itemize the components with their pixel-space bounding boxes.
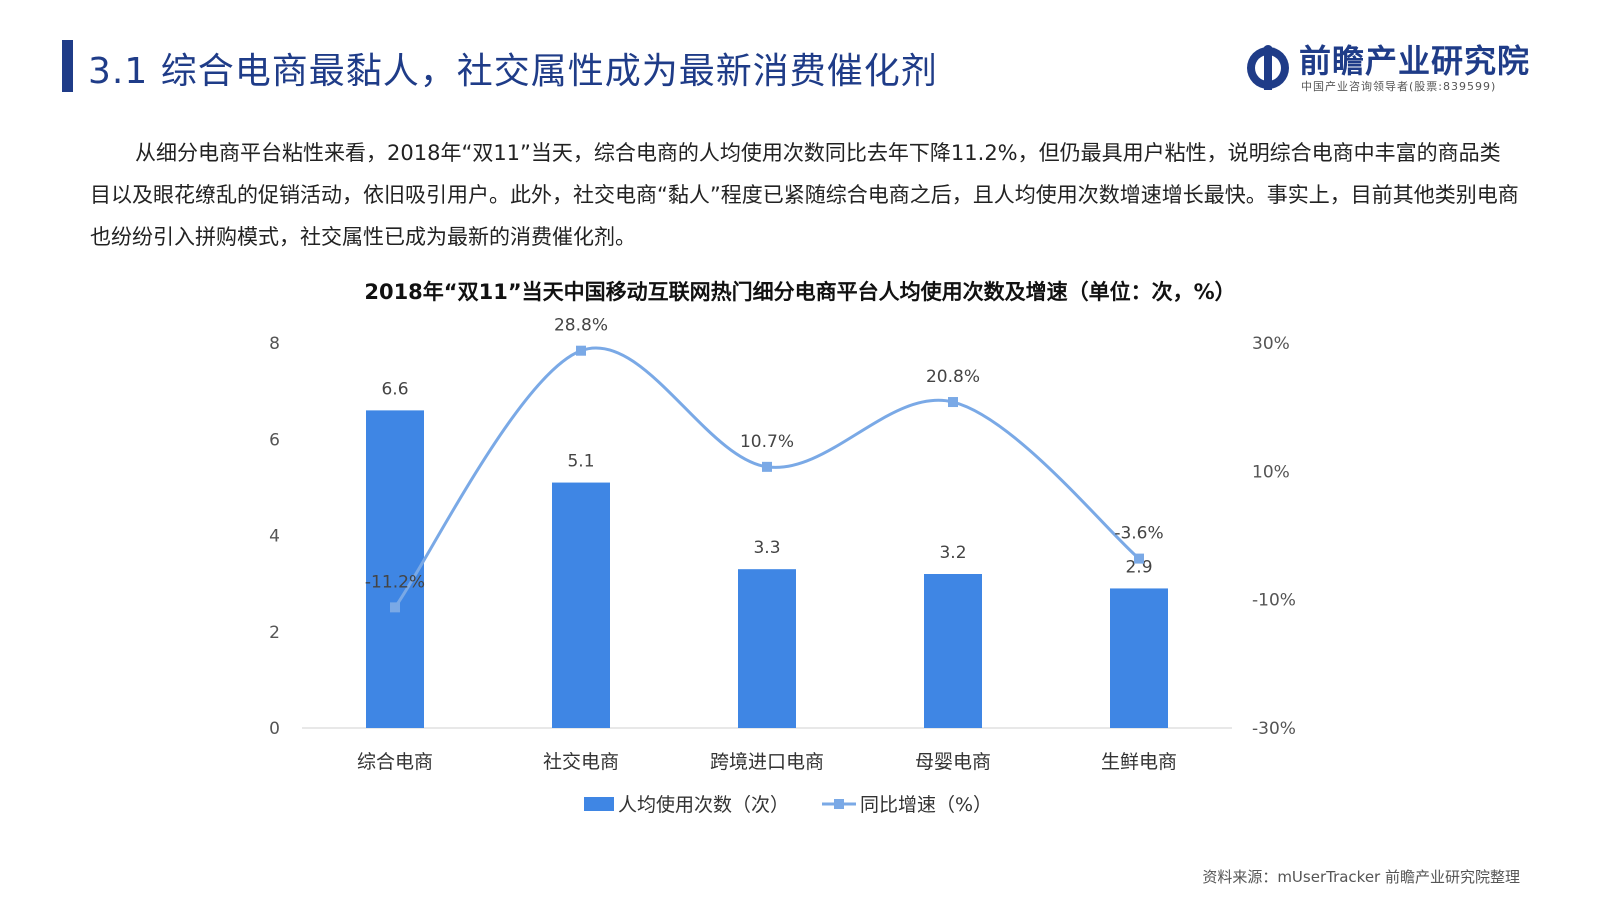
logo-mark-icon [1247, 45, 1289, 90]
source-note: 资料来源：mUserTracker 前瞻产业研究院整理 [1202, 868, 1520, 886]
bar [924, 574, 982, 728]
bar [738, 569, 796, 728]
y-left-tick-label: 8 [269, 334, 280, 354]
growth-point [762, 461, 772, 472]
bar-value-label: 2.9 [1125, 557, 1152, 577]
x-tick-label: 综合电商 [357, 751, 433, 773]
logo-subtitle: 中国产业咨询领导者(股票:839599) [1301, 80, 1497, 93]
legend-bar-label: 人均使用次数（次） [618, 794, 789, 816]
growth-point [1134, 553, 1144, 564]
logo-name: 前瞻产业研究院 [1299, 42, 1531, 80]
intro-paragraph: 从细分电商平台粘性来看，2018年“双11”当天，综合电商的人均使用次数同比去年… [90, 141, 1519, 249]
bar-value-label: 6.6 [381, 379, 408, 399]
bar [366, 410, 424, 728]
x-tick-label: 生鲜电商 [1101, 751, 1177, 773]
x-tick-label: 跨境进口电商 [710, 751, 824, 773]
x-tick-label: 社交电商 [543, 751, 619, 773]
y-left-tick-label: 0 [269, 719, 280, 739]
x-tick-label: 母婴电商 [915, 751, 991, 773]
y-right-tick-label: -30% [1252, 719, 1296, 739]
legend-bar-swatch [584, 797, 614, 811]
growth-point [390, 602, 400, 613]
growth-value-label: -11.2% [365, 572, 425, 592]
y-right-tick-label: 30% [1252, 334, 1290, 354]
growth-point [948, 397, 958, 408]
y-left-tick-label: 6 [269, 430, 280, 450]
y-right-tick-label: 10% [1252, 462, 1290, 482]
growth-value-label: 10.7% [740, 432, 794, 452]
growth-value-label: 28.8% [554, 316, 608, 336]
y-left-tick-label: 2 [269, 623, 280, 643]
page-title: 3.1 综合电商最黏人，社交属性成为最新消费催化剂 [88, 51, 938, 92]
growth-value-label: -3.6% [1114, 524, 1163, 544]
growth-point [576, 345, 586, 356]
growth-line [393, 346, 1140, 609]
y-left-tick-label: 4 [269, 527, 280, 547]
bar-value-label: 5.1 [567, 452, 594, 472]
bar [1110, 588, 1168, 728]
chart-title: 2018年“双11”当天中国移动互联网热门细分电商平台人均使用次数及增速（单位：… [364, 280, 1236, 304]
legend-line-marker [834, 799, 844, 809]
y-right-tick-label: -10% [1252, 591, 1296, 611]
legend-line-label: 同比增速（%） [860, 794, 992, 816]
bar-value-label: 3.3 [753, 538, 780, 558]
growth-value-label: 20.8% [926, 367, 980, 387]
bar [552, 482, 610, 728]
title-accent-bar [62, 40, 73, 92]
bar-value-label: 3.2 [939, 543, 966, 563]
brand-logo: 前瞻产业研究院 中国产业咨询领导者(股票:839599) [1245, 38, 1545, 96]
